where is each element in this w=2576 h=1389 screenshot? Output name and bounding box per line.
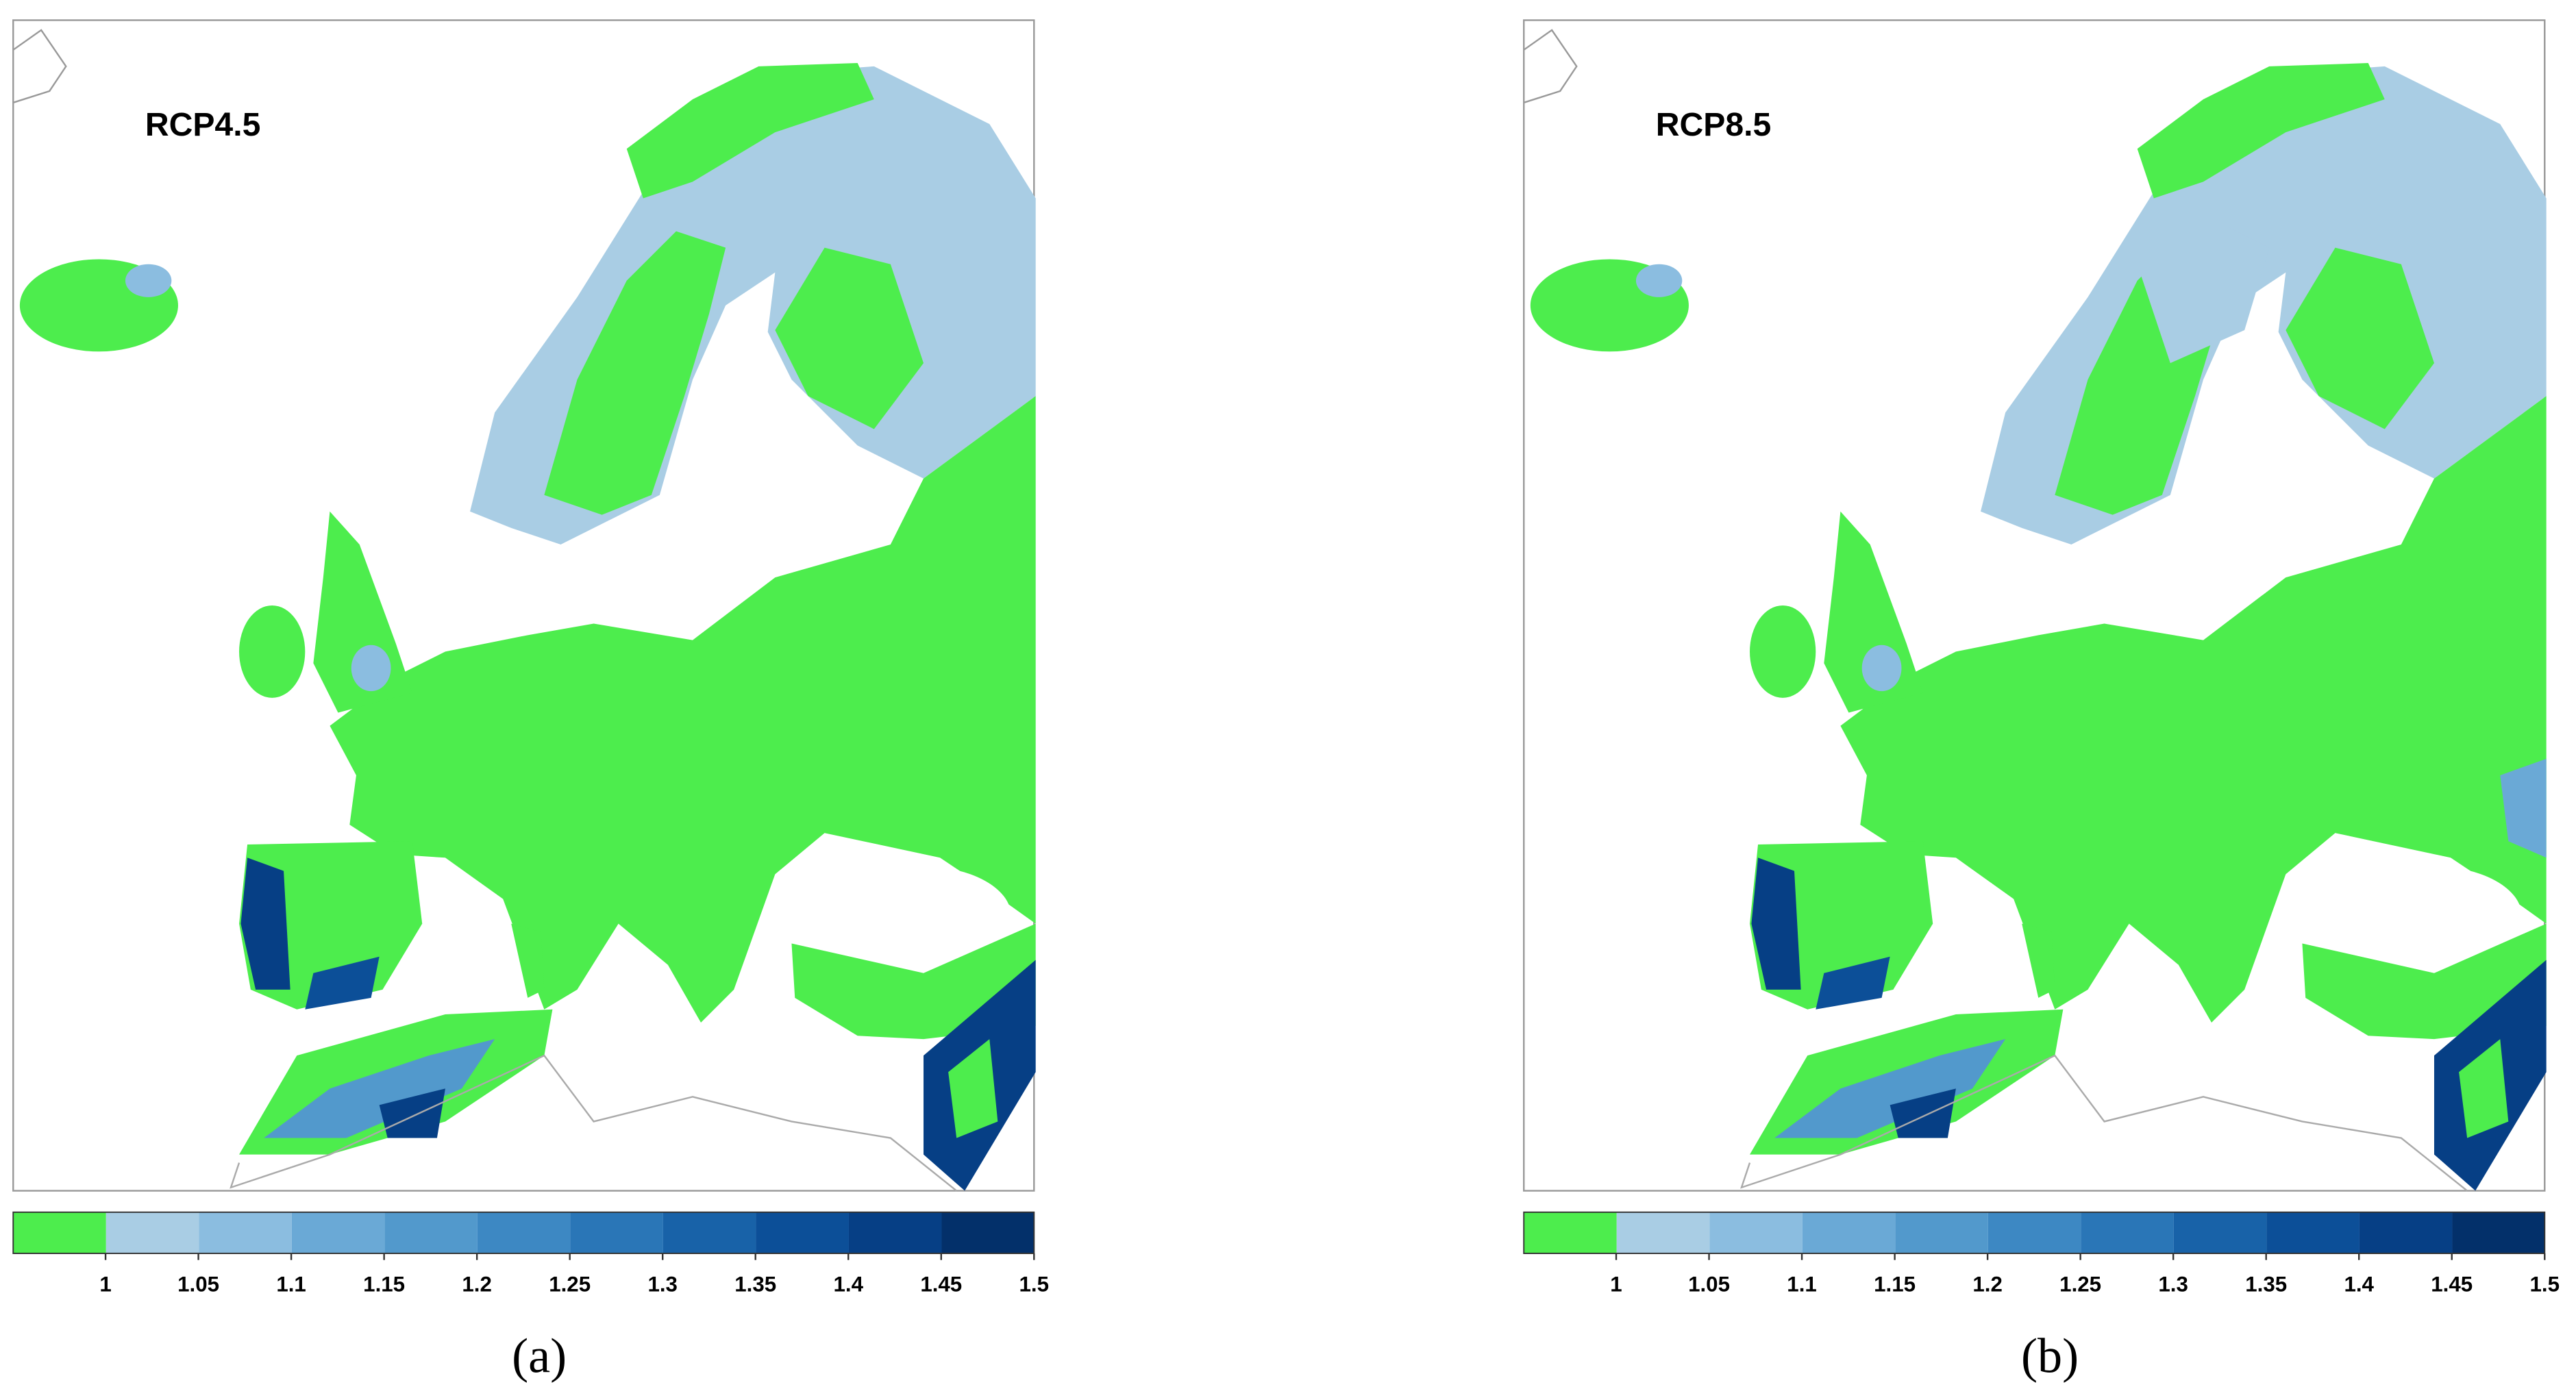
legend-swatch	[199, 1212, 292, 1254]
legend-swatch	[1895, 1212, 1988, 1254]
legend-tick-label: 1.05	[177, 1272, 219, 1296]
legend-swatch	[662, 1212, 756, 1254]
legend-tick-label: 1.35	[2245, 1272, 2287, 1296]
panel-label: RCP8.5	[1656, 106, 1772, 143]
legend-swatch	[941, 1212, 1035, 1254]
legend-tick-label: 1.1	[1787, 1272, 1817, 1296]
legend-tick-label: 1.4	[833, 1272, 863, 1296]
legend-swatch	[2081, 1212, 2174, 1254]
legend-swatch	[1802, 1212, 1896, 1254]
legend-swatch	[106, 1212, 199, 1254]
panel-label: RCP4.5	[145, 106, 261, 143]
map-panel: RCP8.5 1 1.05 1.1 1.15 1.2 1.25 1.3 1.35 1.4 1.45 1…	[1523, 19, 2560, 1383]
legend-tick-label: 1.1	[276, 1272, 306, 1296]
map	[12, 19, 1037, 1192]
map	[1523, 19, 2547, 1192]
legend-swatch	[756, 1212, 849, 1254]
legend-tick-label: 1.15	[1874, 1272, 1916, 1296]
legend-tick-label: 1	[99, 1272, 111, 1296]
legend-swatch	[1709, 1212, 1803, 1254]
map-panel: RCP4.5 1 1.05 1.1 1.15 1.2 1.25 1.3 1.35 1.4 1.45 1…	[12, 19, 1049, 1383]
legend-swatch	[2173, 1212, 2267, 1254]
legend-tick-label: 1.5	[2530, 1272, 2560, 1296]
legend-tick-label: 1.2	[462, 1272, 492, 1296]
map-region	[2137, 214, 2270, 364]
legend-tick-label: 1.25	[549, 1272, 591, 1296]
legend-tick-label: 1.2	[1972, 1272, 2003, 1296]
legend-tick-label: 1.45	[2431, 1272, 2473, 1296]
legend-swatch	[1524, 1212, 1617, 1254]
legend-tick-label: 1.3	[2158, 1272, 2188, 1296]
legend-swatch	[1987, 1212, 2081, 1254]
legend-tick-label: 1.05	[1688, 1272, 1730, 1296]
legend-swatch	[291, 1212, 385, 1254]
panel-caption: (b)	[2021, 1328, 2079, 1383]
legend-tick-label: 1.25	[2059, 1272, 2101, 1296]
legend-tick-label: 1.3	[647, 1272, 678, 1296]
panel-caption: (a)	[512, 1328, 567, 1383]
legend-swatch	[2266, 1212, 2360, 1254]
legend-tick-label: 1.15	[363, 1272, 405, 1296]
legend-swatch	[848, 1212, 942, 1254]
legend-frame	[1523, 1211, 2546, 1254]
legend-swatch	[1616, 1212, 1710, 1254]
legend-tick-label: 1.35	[734, 1272, 776, 1296]
legend-swatch	[477, 1212, 571, 1254]
legend-tick-label: 1.45	[920, 1272, 962, 1296]
legend-swatch	[384, 1212, 478, 1254]
legend-swatch	[2452, 1212, 2545, 1254]
legend-swatch	[2359, 1212, 2453, 1254]
legend-tick-label: 1.4	[2344, 1272, 2374, 1296]
legend-tick-label: 1	[1610, 1272, 1622, 1296]
legend-swatch	[13, 1212, 106, 1254]
legend-swatch	[570, 1212, 663, 1254]
map-region	[2500, 758, 2547, 858]
legend-tick-label: 1.5	[1019, 1272, 1049, 1296]
legend-frame	[12, 1211, 1035, 1254]
panels: RCP4.5 1 1.05 1.1 1.15 1.2 1.25 1.3 1.35 1.4 1.45 1…	[12, 19, 2560, 1383]
